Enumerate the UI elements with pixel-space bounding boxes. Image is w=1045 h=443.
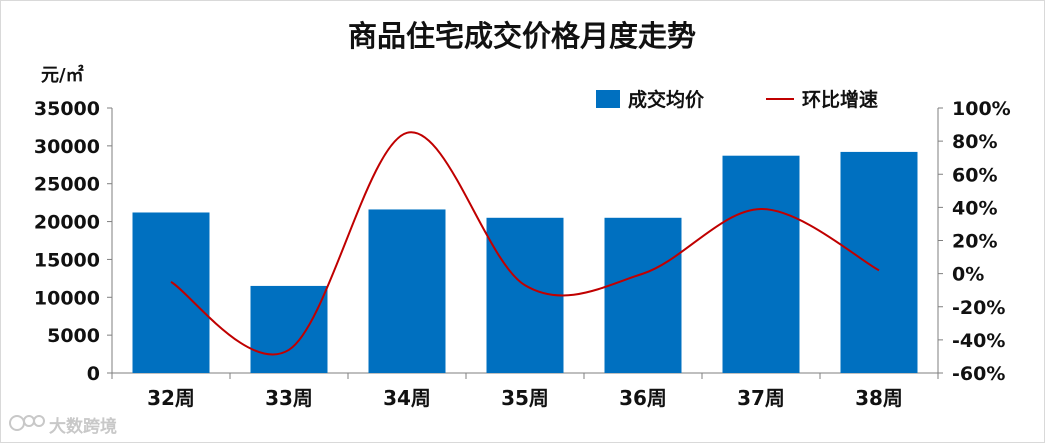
right-tick-label: 100% (952, 98, 1011, 120)
category-label: 36周 (619, 386, 667, 410)
left-tick-label: 25000 (34, 174, 100, 196)
category-label: 33周 (265, 386, 313, 410)
left-tick-label: 20000 (34, 212, 100, 234)
category-label: 32周 (147, 386, 195, 410)
watermark-logo-icon (9, 415, 45, 431)
chart-title: 商品住宅成交价格月度走势 (348, 19, 696, 53)
left-axis-ticks: 0 5000 10000 15000 20000 25000 30000 35000 (34, 98, 100, 385)
bar-series (132, 151, 918, 373)
right-tick-label: 60% (952, 164, 997, 186)
right-tick-label: -20% (952, 297, 1005, 319)
legend-label: 环比增速 (802, 88, 878, 111)
left-tick-label: 10000 (34, 287, 100, 309)
legend: 成交均价 环比增速 (596, 88, 878, 111)
right-tick-label: -60% (952, 363, 1005, 385)
bar-33周 (250, 285, 328, 373)
bar-38周 (840, 151, 918, 373)
legend-label: 成交均价 (628, 88, 705, 111)
bar-37周 (722, 155, 800, 373)
right-tick-label: 20% (952, 231, 997, 253)
left-tick-label: 30000 (34, 136, 100, 158)
left-tick-label: 15000 (34, 249, 100, 271)
category-labels: 32周 33周 34周 35周 36周 37周 38周 (147, 386, 903, 410)
line-环比增速 (170, 131, 880, 356)
right-tick-label: 40% (952, 197, 997, 219)
bar-32周 (132, 212, 210, 373)
left-tick-label: 5000 (47, 325, 100, 347)
line-series (170, 131, 880, 356)
category-label: 38周 (855, 386, 903, 410)
category-label: 37周 (737, 386, 785, 410)
watermark-text: 大数跨境 (49, 416, 117, 437)
bar-36周 (604, 217, 682, 373)
category-label: 35周 (501, 386, 549, 410)
bar-34周 (368, 209, 446, 373)
right-tick-label: -40% (952, 330, 1005, 352)
right-axis-ticks: -60% -40% -20% 0% 20% 40% 60% 80% 100% (952, 98, 1011, 385)
y-axis-unit-label: 元/㎡ (41, 64, 84, 86)
left-tick-label: 0 (87, 363, 100, 385)
legend-bar-swatch (596, 90, 620, 108)
right-tick-label: 80% (952, 131, 997, 153)
left-tick-label: 35000 (34, 98, 100, 120)
category-label: 34周 (383, 386, 431, 410)
watermark: 大数跨境 (9, 415, 117, 437)
right-tick-label: 0% (952, 264, 984, 286)
